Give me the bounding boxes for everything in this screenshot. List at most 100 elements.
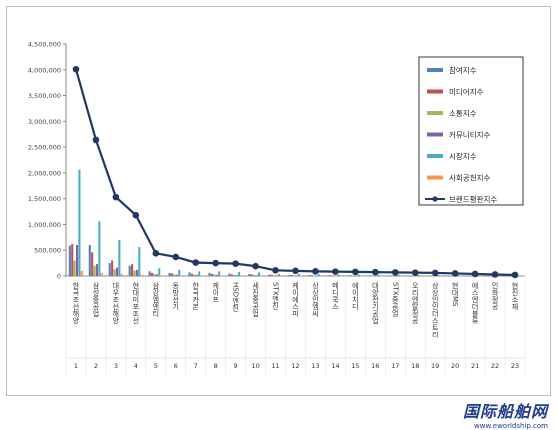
category-label: 오리엔탈정공 [411,282,419,324]
bar-미디어지수 [250,274,253,276]
bar-미디어지수 [330,275,333,276]
legend-label: 소통지수 [449,109,477,118]
legend-label: 시장지수 [449,151,477,161]
rank-label: 18 [411,362,419,370]
bar-커뮤니티지수 [235,275,238,276]
bar-소통지수 [153,273,156,276]
bar-사회공헌지수 [380,275,383,277]
category-label: 에이치디 [351,281,359,311]
rank-label: 19 [431,362,439,370]
bar-사회공헌지수 [479,275,483,277]
line-point [451,270,459,277]
legend-box [418,56,524,206]
legend-label: 사회공헌지수 [449,174,490,183]
bar-참여지수 [487,275,490,277]
rank-label: 2 [94,362,98,370]
bar-시장지수 [78,169,81,276]
rank-label: 21 [471,362,479,370]
bar-참여지수 [148,271,151,276]
bar-미디어지수 [91,252,94,276]
bar-소통지수 [293,275,296,276]
bar-미디어지수 [151,272,154,276]
bar-시장지수 [218,271,221,276]
line-point [491,271,499,278]
bar-소통지수 [253,274,256,276]
legend-label: 브랜드평판지수 [449,194,497,204]
bar-사회공헌지수 [200,275,203,277]
bar-미디어지수 [71,244,74,276]
y-tick-label: 0 [57,273,61,281]
bar-시장지수 [397,274,400,276]
bar-시장지수 [337,274,340,276]
category-label: 현대미포조선 [132,282,140,324]
bar-미디어지수 [230,274,233,276]
legend-swatch [427,132,443,137]
bar-사회공헌지수 [240,275,243,277]
bar-사회공헌지수 [519,275,522,277]
rank-label: 16 [371,362,379,370]
bar-시장지수 [457,275,460,276]
bar-시장지수 [477,275,480,276]
bar-사회공헌지수 [260,275,263,277]
bar-시장지수 [198,271,201,276]
bar-미디어지수 [190,273,194,276]
bar-미디어지수 [470,275,473,277]
category-label: 삼성중공업 [92,281,100,317]
bar-커뮤니티지수 [375,275,378,277]
bar-커뮤니티지수 [355,275,358,277]
rank-label: 15 [351,362,359,370]
line-point [372,268,379,276]
rank-label: 20 [451,362,459,370]
rank-label: 8 [214,362,218,370]
bar-소통지수 [93,265,96,276]
bar-소통지수 [193,274,196,276]
bar-사회공헌지수 [499,275,502,277]
bar-사회공헌지수 [160,275,163,276]
bar-시장지수 [238,271,241,276]
bar-사회공헌지수 [400,275,403,277]
bar-사회공헌지수 [120,273,123,276]
bar-사회공헌지수 [280,275,283,277]
bar-시장지수 [257,272,261,276]
bar-소통지수 [173,274,176,276]
category-label: 삼강엠앤티 [152,281,160,318]
chart: 0 500,000 1,000,000 1,500,000 2,000,000 2,500… [28,41,526,375]
bar-커뮤니티지수 [295,275,298,276]
rank-label: 12 [291,362,299,370]
bar-커뮤니티지수 [115,267,118,276]
bar-미디어지수 [450,275,453,277]
bar-소통지수 [233,274,236,276]
line-point [272,267,279,274]
bar-시장지수 [118,239,121,276]
bar-커뮤니티지수 [215,274,218,276]
watermark-sub: www.eworldship.com [474,422,548,430]
bar-참여지수 [408,275,411,276]
bar-미디어지수 [510,275,513,277]
rank-label: 5 [154,362,158,370]
category-label: 에스엔더블류 [471,281,479,325]
legend-swatch [427,89,443,94]
bar-커뮤니티지수 [75,245,79,276]
category-label: 세진중공업 [252,281,260,317]
bar-소통지수 [392,275,395,277]
bar-시장지수 [417,274,420,276]
bar-미디어지수 [410,275,413,277]
category-label: 현진소재 [511,282,519,311]
y-tick-label: 3,500,000 [28,92,61,100]
legend-label: 참여지수 [449,65,477,75]
bar-시장지수 [277,273,281,276]
bar-참여지수 [388,275,391,276]
rank-label: 10 [251,362,259,370]
category-label: 한국조선해양 [72,282,80,324]
bar-시장지수 [377,274,380,276]
bar-미디어지수 [210,273,213,276]
line-point [172,253,180,261]
bar-사회공헌지수 [100,272,103,276]
bar-소통지수 [352,275,356,277]
category-label: 인화정공 [491,281,499,310]
line-point [411,269,419,276]
bar-커뮤니티지수 [395,275,398,277]
bar-참여지수 [308,275,311,276]
line-point [332,268,339,275]
category-label: 현대MS [451,282,459,307]
